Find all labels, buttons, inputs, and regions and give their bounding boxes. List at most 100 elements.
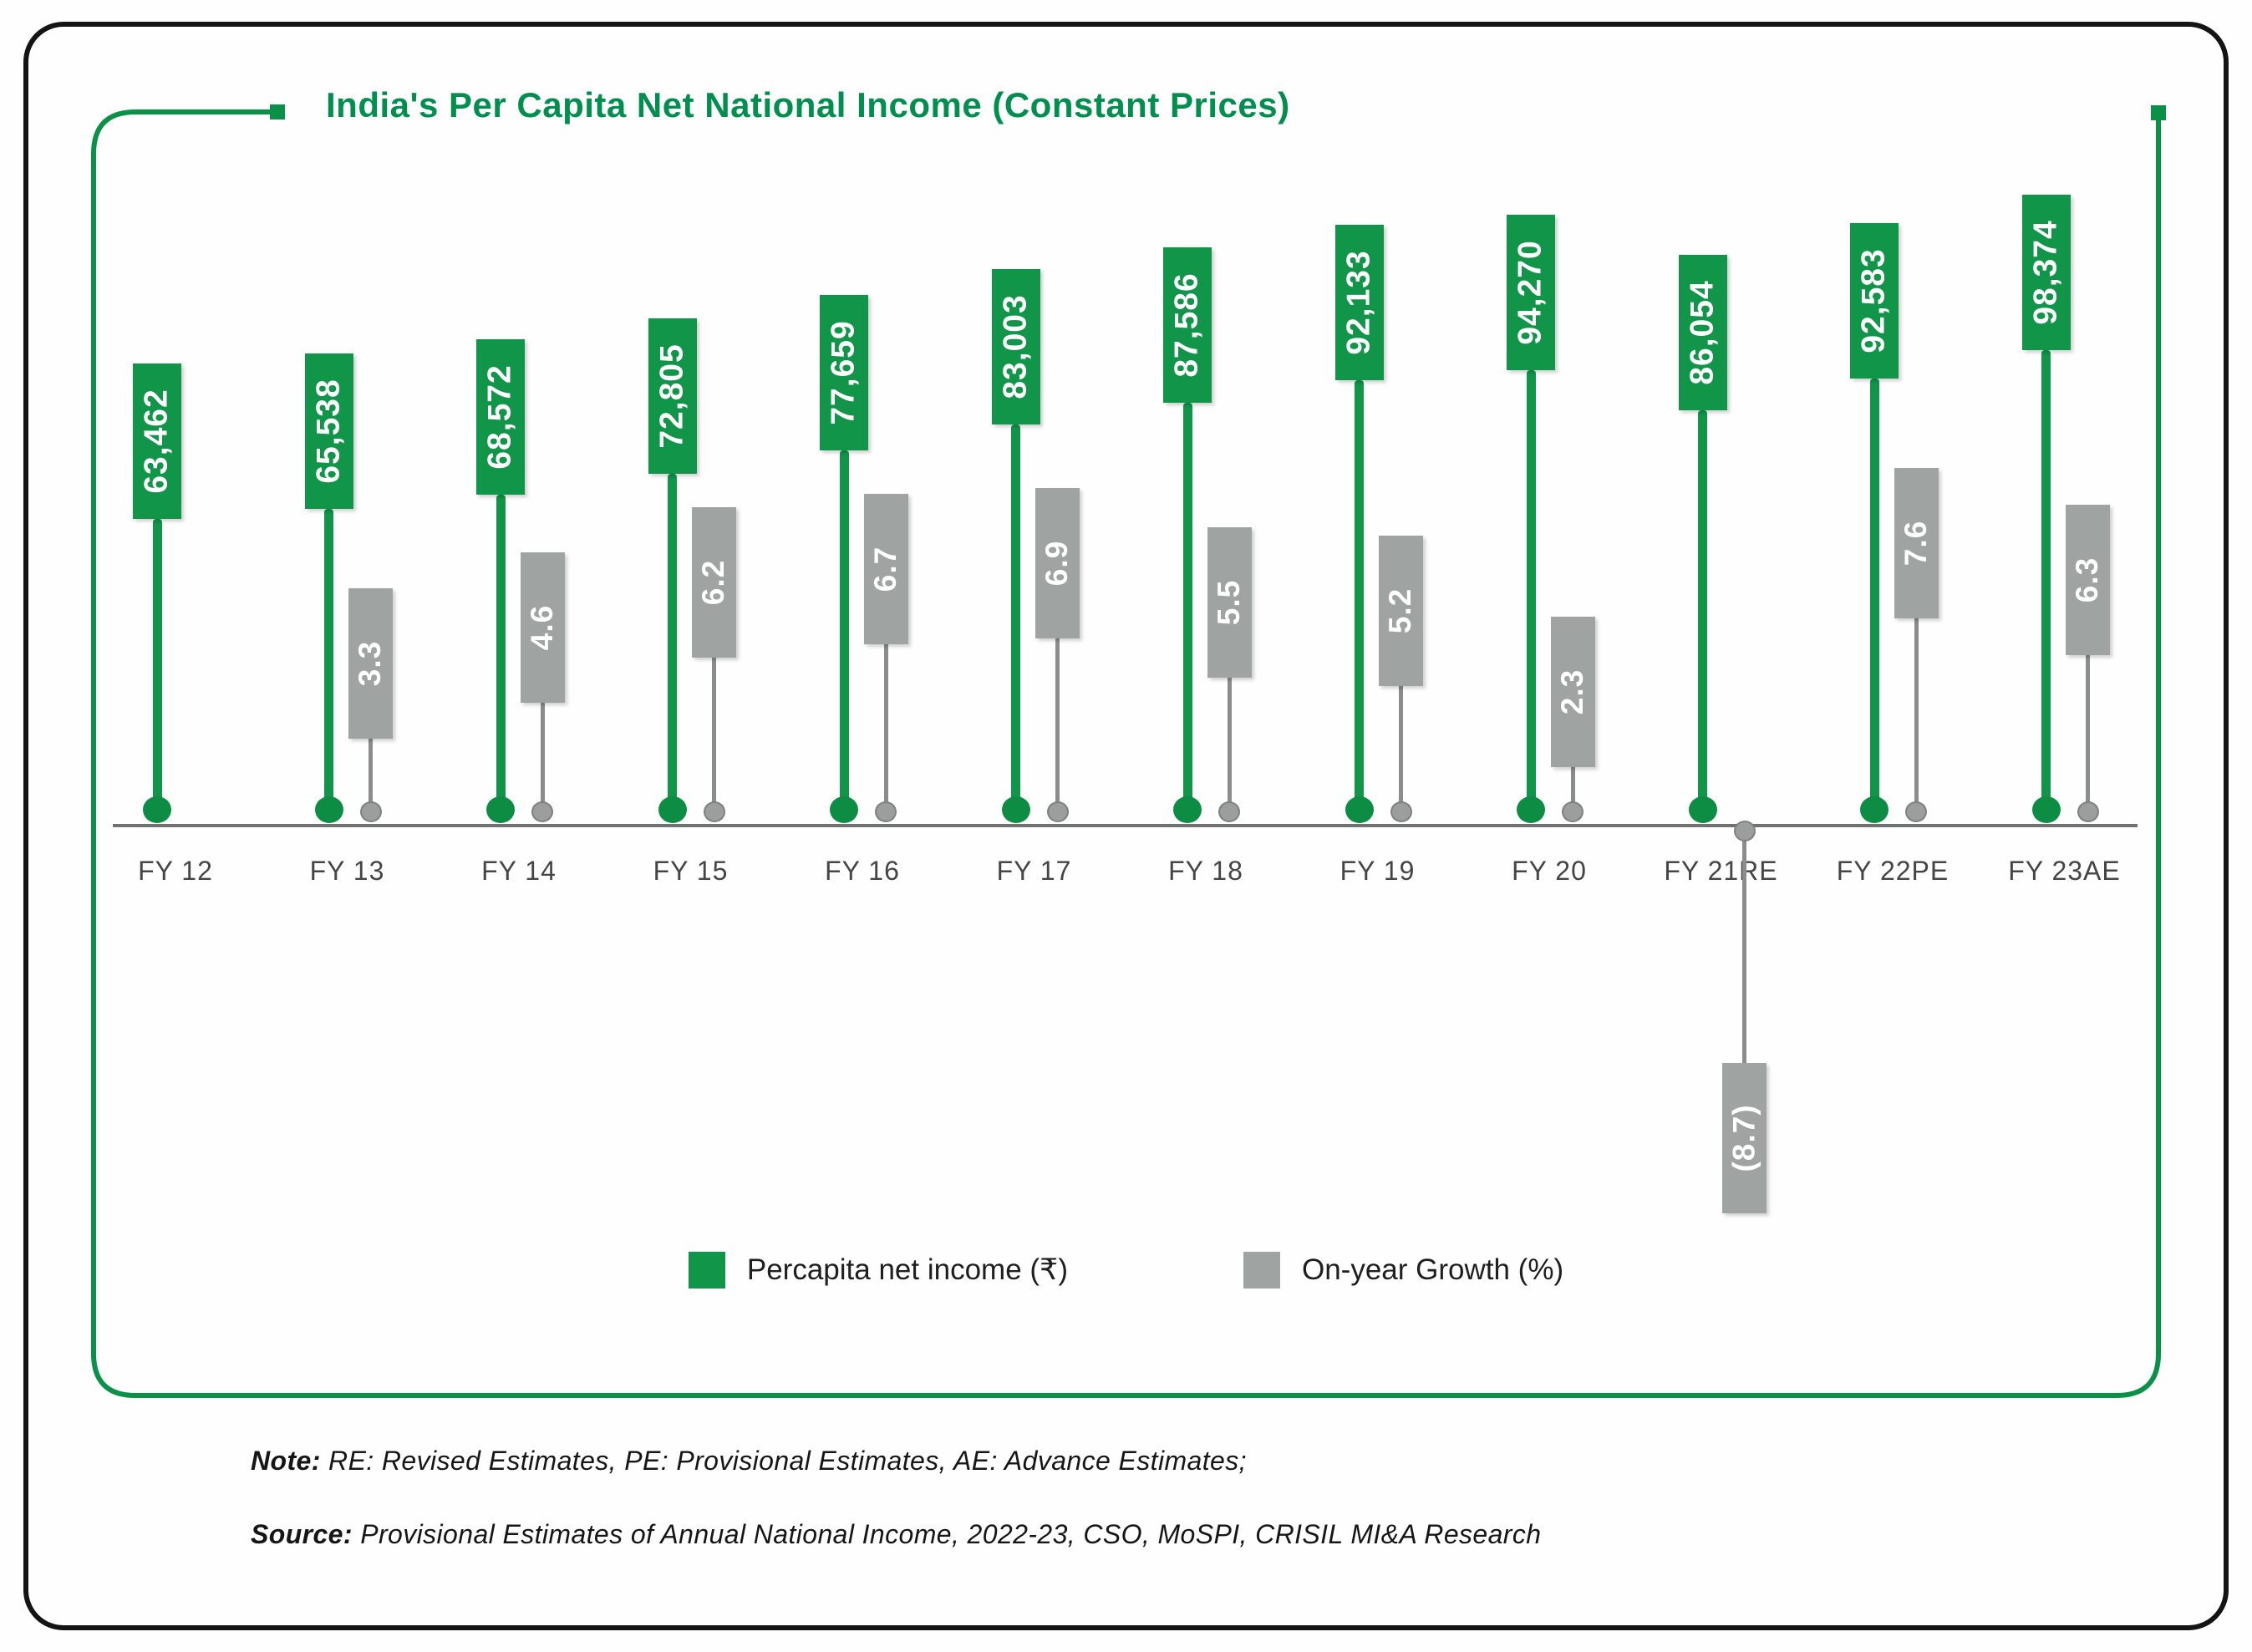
growth-value-box: 7.6	[1894, 468, 1939, 619]
income-axis-dot	[1345, 796, 1374, 823]
growth-value-label: 6.7	[868, 546, 902, 592]
growth-axis-dot	[703, 801, 725, 822]
x-axis-label: FY 19	[1340, 856, 1416, 886]
x-axis-label: FY 14	[481, 856, 557, 886]
x-axis-label: FY 21RE	[1664, 856, 1778, 886]
growth-lollipop-stem	[1055, 638, 1060, 812]
income-lollipop-stem	[839, 450, 849, 811]
income-value-label: 86,054	[1684, 279, 1721, 385]
income-legend-swatch	[688, 1252, 725, 1289]
growth-axis-dot	[1733, 821, 1756, 841]
growth-value-box: 5.5	[1207, 526, 1252, 678]
growth-value-box: 3.3	[348, 588, 393, 740]
growth-value-label: 7.6	[1899, 521, 1933, 567]
growth-lollipop-stem	[2086, 654, 2090, 812]
income-value-label: 65,538	[310, 379, 347, 484]
income-value-box: 77,659	[820, 295, 868, 451]
growth-value-box-negative: (8.7)	[1722, 1063, 1767, 1214]
income-axis-dot	[143, 796, 171, 823]
income-value-label: 72,805	[653, 343, 690, 449]
growth-legend-label: On-year Growth (%)	[1301, 1253, 1564, 1286]
growth-value-label: 5.5	[1212, 579, 1246, 625]
x-axis-label: FY 15	[653, 856, 729, 886]
income-value-label: 92,133	[1340, 250, 1377, 356]
growth-value-label: 3.3	[353, 641, 388, 687]
income-value-label: 68,572	[482, 363, 519, 470]
income-value-label: 98,374	[2027, 220, 2064, 326]
growth-value-label: 5.2	[1383, 587, 1418, 634]
income-lollipop-stem	[668, 474, 677, 811]
income-value-box: 98,374	[2021, 195, 2071, 351]
x-axis-label: FY 17	[996, 856, 1072, 886]
growth-lollipop-stem	[1227, 677, 1232, 812]
growth-value-label: 6.3	[2070, 557, 2105, 603]
growth-value-box: 6.7	[863, 493, 908, 644]
x-axis-label: FY 12	[138, 856, 213, 886]
income-value-box: 87,586	[1163, 247, 1212, 403]
growth-axis-dot	[1218, 801, 1240, 822]
x-axis-label: FY 22PE	[1836, 856, 1950, 886]
growth-value-box: 6.3	[2066, 504, 2110, 655]
legend-item-income: Percapita net income (₹)	[688, 1252, 1068, 1289]
growth-value-box: 4.6	[520, 552, 565, 703]
income-lollipop-stem	[2041, 350, 2051, 811]
x-axis-line	[113, 824, 2138, 827]
growth-value-label: (8.7)	[1726, 1104, 1761, 1172]
growth-value-box: 2.3	[1550, 616, 1595, 767]
growth-axis-dot	[2077, 801, 2099, 822]
growth-lollipop-stem	[712, 658, 716, 812]
income-axis-dot	[1688, 796, 1717, 823]
income-axis-dot	[658, 796, 687, 823]
growth-value-label: 6.9	[1040, 540, 1075, 587]
income-axis-dot	[1860, 796, 1889, 823]
growth-value-box: 5.2	[1379, 535, 1423, 686]
x-axis-label: FY 23AE	[2008, 856, 2121, 886]
growth-axis-dot	[531, 801, 553, 822]
income-lollipop-stem	[152, 519, 162, 811]
growth-axis-dot	[875, 801, 897, 822]
growth-lollipop-stem	[883, 643, 888, 812]
income-value-box: 72,805	[648, 318, 697, 475]
income-value-box: 94,270	[1507, 215, 1555, 371]
x-axis-label: FY 13	[309, 856, 385, 886]
income-axis-dot	[1517, 796, 1545, 823]
growth-axis-dot	[1046, 801, 1069, 822]
income-axis-dot	[2031, 796, 2061, 823]
income-value-box: 68,572	[476, 338, 525, 495]
income-lollipop-stem	[1355, 380, 1364, 811]
growth-value-label: 4.6	[525, 604, 559, 651]
x-axis-label: FY 20	[1512, 856, 1587, 886]
growth-lollipop-stem	[1914, 618, 1919, 812]
income-lollipop-stem	[1526, 370, 1536, 811]
income-axis-dot	[1173, 796, 1202, 823]
income-lollipop-stem	[324, 509, 333, 811]
x-axis-label: FY 16	[825, 856, 900, 886]
growth-value-label: 6.2	[696, 560, 731, 606]
growth-lollipop-stem	[1570, 766, 1575, 812]
income-lollipop-stem	[1698, 409, 1707, 811]
income-value-label: 87,586	[1169, 272, 1206, 378]
growth-lollipop-stem	[540, 702, 545, 812]
source-label: Source:	[251, 1519, 353, 1549]
income-value-box: 65,538	[304, 353, 353, 510]
growth-value-label: 2.3	[1555, 668, 1589, 715]
growth-lollipop-stem	[1399, 685, 1403, 812]
growth-legend-swatch	[1243, 1252, 1280, 1289]
source-text: Source: Provisional Estimates of Annual …	[251, 1519, 1541, 1550]
income-value-label: 77,659	[826, 320, 862, 425]
growth-value-box: 6.2	[692, 507, 736, 658]
growth-axis-dot	[359, 801, 382, 822]
legend-item-growth: On-year Growth (%)	[1243, 1252, 1563, 1289]
growth-axis-dot	[1905, 801, 1927, 822]
income-value-box: 83,003	[991, 269, 1040, 425]
growth-axis-dot	[1390, 801, 1412, 822]
note-label: Note:	[251, 1446, 321, 1476]
note-body: RE: Revised Estimates, PE: Provisional E…	[320, 1446, 1247, 1476]
growth-axis-dot	[1562, 801, 1584, 822]
income-value-box: 86,054	[1678, 254, 1727, 410]
income-axis-dot	[314, 796, 343, 823]
income-value-label: 94,270	[1512, 240, 1549, 345]
income-lollipop-stem	[1869, 378, 1879, 811]
income-lollipop-stem	[1011, 424, 1020, 811]
